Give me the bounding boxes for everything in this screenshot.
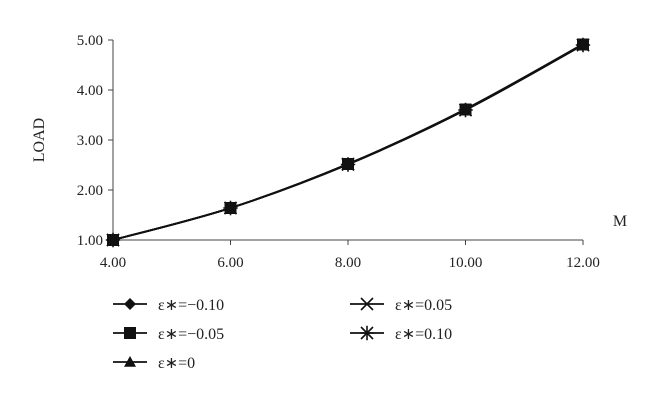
legend-label: ε∗=0.10 <box>395 326 452 343</box>
legend-marker-star <box>359 325 375 341</box>
legend-item: ε∗=−0.05 <box>113 326 224 343</box>
legend-marker-triangle <box>124 356 136 367</box>
data-point <box>459 103 472 115</box>
series-line <box>112 43 584 241</box>
legend: ε∗=−0.10 ε∗=−0.05 ε∗=0 ε∗=0.05 ε∗=0.10 <box>113 297 452 372</box>
legend-marker-diamond <box>124 298 136 310</box>
y-tick-label: 3.00 <box>77 133 103 149</box>
legend-item: ε∗=−0.10 <box>113 297 224 314</box>
x-tick-label: 10.00 <box>449 255 483 271</box>
legend-marker-square <box>124 327 136 339</box>
data-point <box>577 38 589 50</box>
legend-label: ε∗=0.05 <box>395 297 452 314</box>
y-tick-label: 1.00 <box>77 233 103 249</box>
y-tick-label: 5.00 <box>77 33 103 49</box>
legend-label: ε∗=0 <box>158 355 195 372</box>
legend-item: ε∗=0.10 <box>350 325 452 343</box>
legend-label: ε∗=−0.05 <box>158 326 224 343</box>
x-tick-label: 6.00 <box>217 255 243 271</box>
y-axis-title: LOAD <box>31 118 48 162</box>
legend-label: ε∗=−0.10 <box>158 297 224 314</box>
x-tick-label: 12.00 <box>566 255 600 271</box>
y-tick-label: 2.00 <box>77 183 103 199</box>
x-tick-label: 4.00 <box>100 255 126 271</box>
data-point <box>107 234 119 246</box>
y-tick-label: 4.00 <box>77 83 103 99</box>
x-axis-title: M <box>613 213 627 230</box>
legend-item: ε∗=0.05 <box>350 297 452 314</box>
legend-marker-x <box>360 297 374 311</box>
series-layer <box>105 37 591 248</box>
data-point <box>224 202 237 214</box>
x-tick-label: 8.00 <box>335 255 361 271</box>
ticks: 1.00 2.00 3.00 4.00 5.00 4.00 6.00 8.00 10.00 12.… <box>77 33 600 271</box>
series-line <box>112 43 584 241</box>
data-point <box>342 158 354 170</box>
series-line <box>112 44 584 241</box>
series-line <box>112 43 584 241</box>
series-line <box>112 44 584 241</box>
legend-item: ε∗=0 <box>113 355 195 372</box>
